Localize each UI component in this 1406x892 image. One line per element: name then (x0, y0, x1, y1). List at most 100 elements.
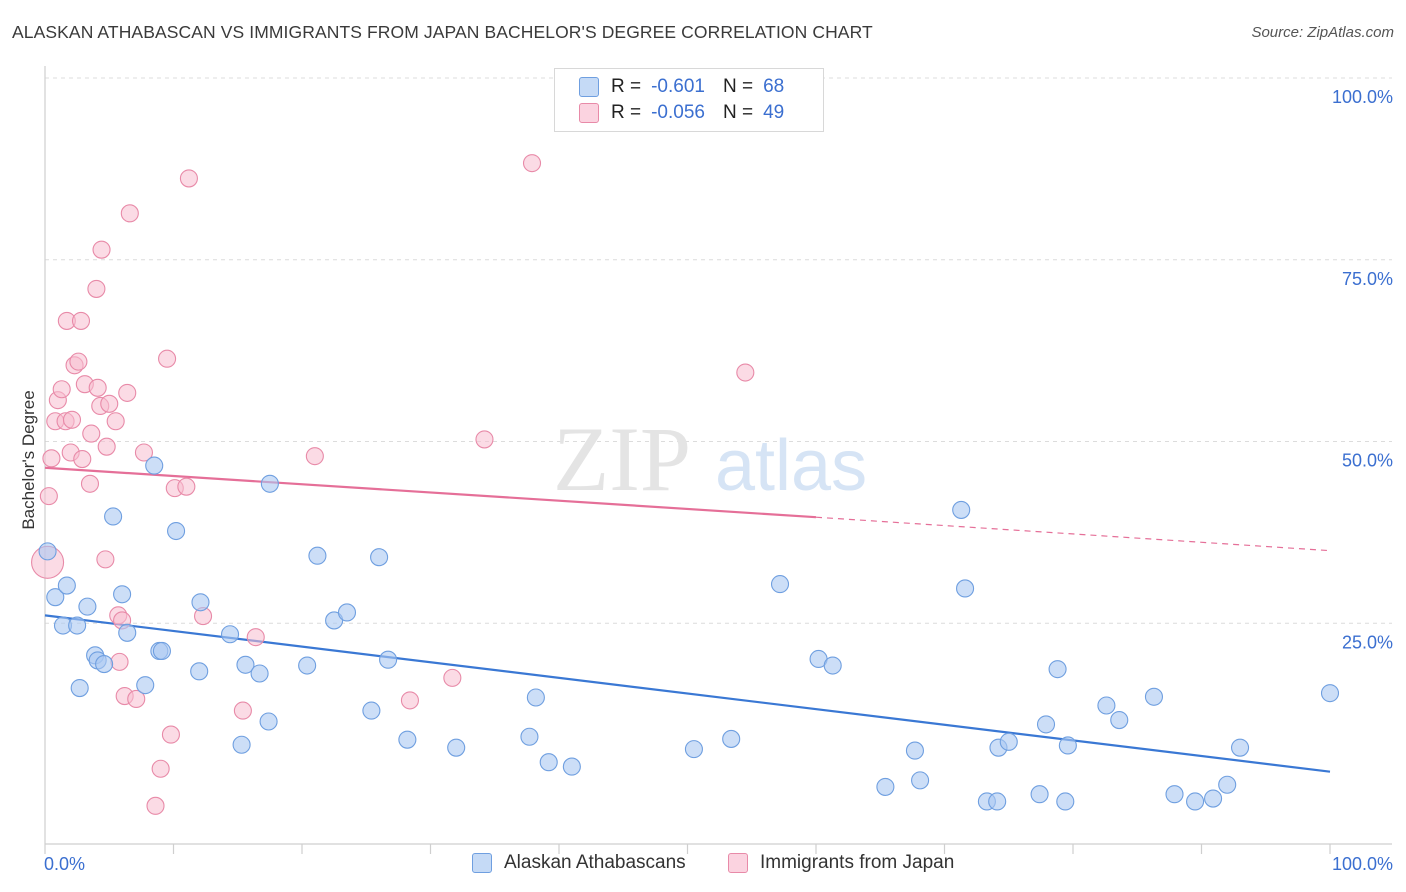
data-point-japan (110, 652, 129, 671)
y-tick-label: 100.0% (1332, 87, 1393, 107)
legend-r-value: -0.056 (651, 102, 705, 123)
data-point-japan (88, 378, 107, 397)
data-point-japan (120, 204, 139, 223)
data-point-athabascan (911, 771, 930, 790)
data-point-athabascan (191, 593, 210, 612)
legend-item-immigrants-from-japan: Immigrants from Japan (728, 852, 954, 874)
data-point-athabascan (38, 542, 57, 561)
data-point-japan (62, 410, 82, 429)
data-point-japan (305, 447, 324, 466)
data-point-japan (42, 449, 61, 468)
data-point-japan (179, 169, 198, 188)
watermark: ZIP atlas (553, 408, 867, 510)
data-point-japan (233, 701, 252, 720)
data-point-japan (475, 430, 494, 449)
trend-line-japan (815, 516, 1331, 552)
data-point-athabascan (1036, 715, 1056, 734)
correlation-legend: R = -0.601 N = 68 R = -0.056 N = 49 (554, 68, 824, 132)
legend-r-label: R = (611, 102, 642, 123)
data-point-athabascan (876, 777, 895, 796)
data-point-japan (69, 352, 88, 371)
data-point-japan (161, 725, 180, 744)
data-point-athabascan (250, 664, 269, 683)
tick-labels: Bachelor's Degree 100.0% 75.0% 50.0% 25.0% 0.… (19, 87, 1393, 874)
data-point-athabascan (46, 588, 65, 607)
data-point-japan (151, 759, 170, 778)
trend-line-japan (44, 466, 817, 519)
chart-source: Source: ZipAtlas.com (1251, 24, 1394, 41)
data-point-athabascan (770, 575, 790, 594)
data-point-japan (246, 628, 265, 647)
legend-r-value: -0.601 (651, 76, 705, 97)
data-point-athabascan (722, 729, 741, 748)
data-point-athabascan (526, 688, 545, 707)
data-point-athabascan (1056, 792, 1075, 811)
data-point-athabascan (232, 735, 251, 754)
data-point-japan (522, 154, 542, 173)
data-point-athabascan (370, 548, 389, 567)
data-point-athabascan (952, 500, 971, 519)
y-axis-title: Bachelor's Degree (19, 390, 38, 529)
y-tick-label: 75.0% (1342, 269, 1393, 289)
data-point-japan (92, 240, 111, 259)
data-point-athabascan (190, 662, 209, 681)
data-point-athabascan (562, 757, 581, 776)
data-point-japan (443, 668, 462, 687)
legend-label-blue: Alaskan Athabascans (504, 852, 686, 873)
data-point-athabascan (1320, 684, 1340, 703)
legend-r-label: R = (611, 76, 642, 97)
data-point-athabascan (70, 679, 89, 698)
series-alaskan-athabascans (38, 456, 1340, 811)
data-point-japan (106, 412, 125, 431)
data-point-athabascan (152, 641, 171, 661)
legend-row-blue: R = -0.601 N = 68 (579, 75, 784, 99)
data-point-athabascan (259, 712, 278, 731)
data-point-athabascan (136, 676, 155, 695)
data-point-athabascan (298, 656, 317, 675)
data-point-athabascan (1058, 736, 1077, 755)
data-point-athabascan (1048, 660, 1067, 679)
data-point-athabascan (145, 456, 164, 475)
data-point-athabascan (1165, 785, 1184, 804)
legend-n-label: N = (722, 102, 754, 123)
data-point-japan (52, 380, 71, 399)
legend-item-alaskan-athabascans: Alaskan Athabascans (472, 852, 686, 874)
data-point-athabascan (57, 576, 76, 595)
data-point-japan (39, 487, 58, 506)
data-point-japan (96, 550, 115, 569)
data-point-athabascan (956, 579, 975, 598)
legend-swatch-blue (579, 77, 599, 97)
x-tick-label: 100.0% (1332, 854, 1393, 874)
data-point-athabascan (337, 603, 357, 622)
data-point-athabascan (1110, 710, 1129, 730)
data-point-athabascan (325, 611, 344, 630)
data-point-athabascan (999, 732, 1018, 751)
watermark-zip: ZIP (553, 408, 691, 510)
legend-n-label: N = (722, 76, 754, 97)
data-point-japan (73, 449, 92, 469)
data-point-japan (118, 383, 137, 402)
data-point-athabascan (220, 625, 240, 644)
series-legend: Alaskan Athabascans Immigrants from Japa… (0, 852, 1406, 878)
data-point-athabascan (362, 701, 381, 720)
legend-row-pink: R = -0.056 N = 49 (579, 101, 784, 125)
data-point-japan (97, 437, 116, 456)
data-point-athabascan (104, 507, 123, 526)
legend-n-value: 49 (763, 102, 785, 123)
data-point-athabascan (308, 546, 327, 565)
data-point-athabascan (78, 597, 97, 616)
data-point-athabascan (113, 585, 132, 604)
data-point-japan (736, 363, 755, 382)
legend-swatch-pink (728, 853, 748, 873)
x-tick-label: 0.0% (44, 854, 85, 874)
data-point-japan (100, 394, 119, 413)
data-point-athabascan (988, 792, 1007, 811)
data-point-athabascan (823, 656, 842, 675)
y-tick-label: 50.0% (1342, 451, 1393, 471)
data-point-japan (80, 474, 100, 493)
data-point-japan (71, 311, 91, 330)
data-point-athabascan (520, 727, 539, 746)
watermark-atlas: atlas (715, 426, 867, 506)
data-point-japan (87, 279, 106, 298)
data-point-athabascan (1030, 785, 1049, 804)
